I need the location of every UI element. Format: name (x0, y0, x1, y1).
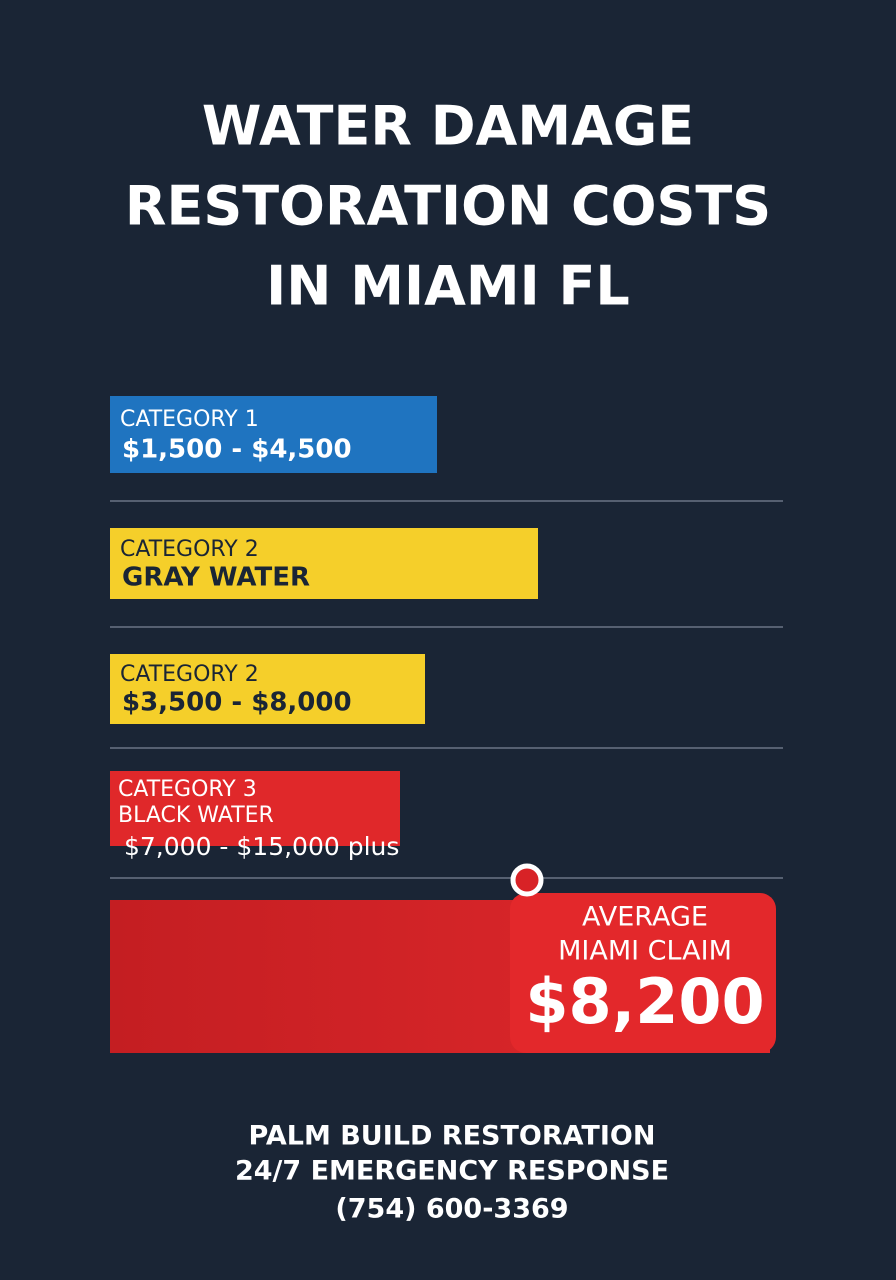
item-label: CATEGORY 3 (118, 777, 257, 802)
bar (110, 654, 425, 724)
footer-line: PALM BUILD RESTORATION (249, 1121, 656, 1152)
marker (510, 863, 544, 897)
bar (110, 396, 437, 473)
item-label: CATEGORY 2 (120, 662, 259, 687)
callout-label: AVERAGE (582, 902, 708, 933)
item-value: $3,500 - $8,000 (122, 688, 352, 718)
item-label: CATEGORY 1 (120, 407, 259, 432)
footer-line: 24/7 EMERGENCY RESPONSE (235, 1156, 669, 1187)
callout-amount: $8,200 (525, 965, 764, 1038)
title-line: WATER DAMAGE (202, 95, 694, 158)
bar (110, 771, 400, 846)
title-line: IN MIAMI FL (266, 255, 630, 318)
item-label: CATEGORY 2 (120, 537, 259, 562)
bar (110, 528, 538, 599)
title-line: RESTORATION COSTS (125, 175, 771, 238)
item-label: BLACK WATER (118, 803, 274, 828)
item-value: GRAY WATER (122, 563, 310, 593)
item-value: $1,500 - $4,500 (122, 435, 352, 465)
callout-box (510, 893, 776, 1053)
footer-line: (754) 600-3369 (335, 1194, 568, 1225)
callout-label: MIAMI CLAIM (558, 936, 732, 967)
item-value: $7,000 - $15,000 plus (124, 832, 399, 861)
